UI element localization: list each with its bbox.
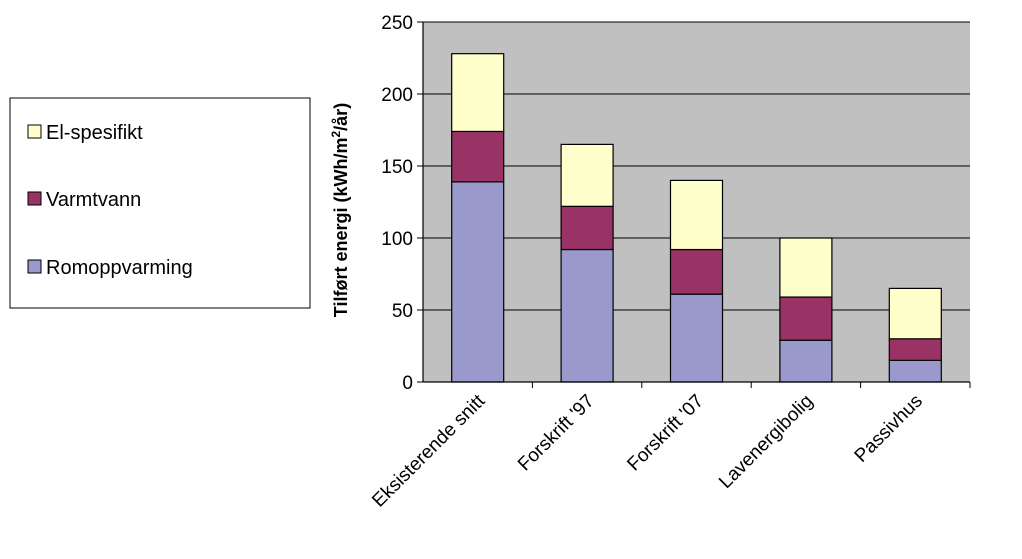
bar-segment: [451, 53, 505, 133]
bar-segment: [451, 130, 505, 183]
bar-segment: [560, 205, 614, 251]
bar-segment: [779, 296, 833, 341]
legend-items: El-spesifikt Varmtvann Romoppvarming: [27, 122, 193, 279]
x-tick-labels: Eksisterende snitt Forskrift '97 Forskrift…: [368, 390, 926, 511]
bar-segment: [560, 248, 614, 383]
legend-swatch: [27, 124, 42, 139]
axes: [417, 21, 971, 388]
y-tick-label: 0: [402, 373, 413, 394]
bar-segment: [669, 179, 724, 251]
legend-swatch: [27, 191, 42, 206]
legend: [9, 97, 311, 309]
bar-segment: [888, 338, 942, 361]
y-tick-label: 50: [392, 301, 413, 322]
bar-segment: [888, 359, 942, 383]
x-tick-label: Eksisterende snitt: [368, 390, 489, 511]
x-tick-label: Lavenergibolig: [715, 391, 817, 493]
y-tick-labels: 0 50 100 150 200 250: [381, 13, 413, 394]
legend-label: El-spesifikt: [46, 122, 143, 144]
legend-box: [9, 97, 311, 309]
y-tick-label: 150: [381, 157, 413, 178]
x-tick-label: Forskrift '07: [623, 391, 708, 476]
bar-segment: [779, 237, 833, 298]
bar-segment: [779, 339, 833, 383]
y-tick-label: 250: [381, 13, 413, 34]
bar-segment: [451, 181, 505, 383]
legend-label: Romoppvarming: [46, 257, 193, 279]
y-tick-label: 100: [381, 229, 413, 250]
bar-segment: [888, 287, 942, 340]
legend-label: Varmtvann: [46, 189, 141, 211]
y-axis-label: Tilført energi (kWh/m2/år): [329, 103, 351, 317]
x-tick-label: Forskrift '97: [514, 391, 599, 476]
y-axis-label-tail: /år): [331, 103, 351, 131]
y-tick-label: 200: [381, 85, 413, 106]
bar-segment: [669, 248, 724, 295]
y-axis-label-sup: 2: [329, 131, 343, 138]
bars: [451, 53, 942, 383]
y-axis-label-main: Tilført energi (kWh/m: [331, 138, 351, 318]
legend-swatch: [27, 259, 42, 274]
bar-segment: [669, 293, 724, 383]
bar-segment: [560, 143, 614, 207]
x-tick-label: Passivhus: [851, 391, 927, 467]
